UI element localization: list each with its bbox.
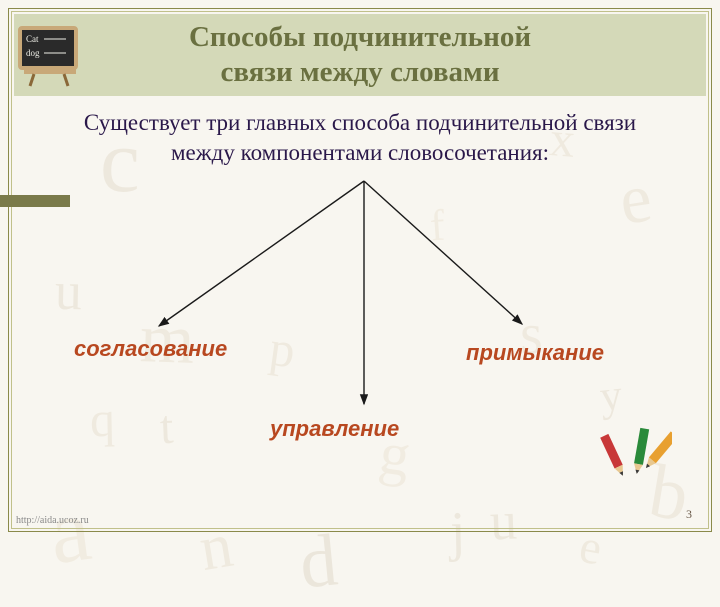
diagram-arrows [14, 176, 706, 446]
title-line1: Способы подчинительной [189, 21, 531, 53]
pencils-icon [600, 426, 672, 482]
footer-link: http://aida.ucoz.ru [16, 515, 89, 526]
svg-text:dog: dog [26, 48, 40, 58]
diagram: согласование управление примыкание [14, 176, 706, 446]
svg-text:Cat: Cat [26, 34, 39, 44]
title-band: Способы подчинительной связи между слова… [14, 14, 706, 96]
page-number: 3 [686, 507, 692, 522]
intro-text: Существует три главных способа подчините… [14, 108, 706, 168]
label-soglasovanie: согласование [74, 336, 227, 362]
label-primykanie: примыкание [466, 340, 604, 366]
slide-title: Способы подчинительной связи между слова… [189, 20, 531, 90]
chalkboard-icon: Cat dog [16, 24, 84, 88]
title-line2: связи между словами [220, 56, 499, 88]
label-upravlenie: управление [270, 416, 399, 442]
